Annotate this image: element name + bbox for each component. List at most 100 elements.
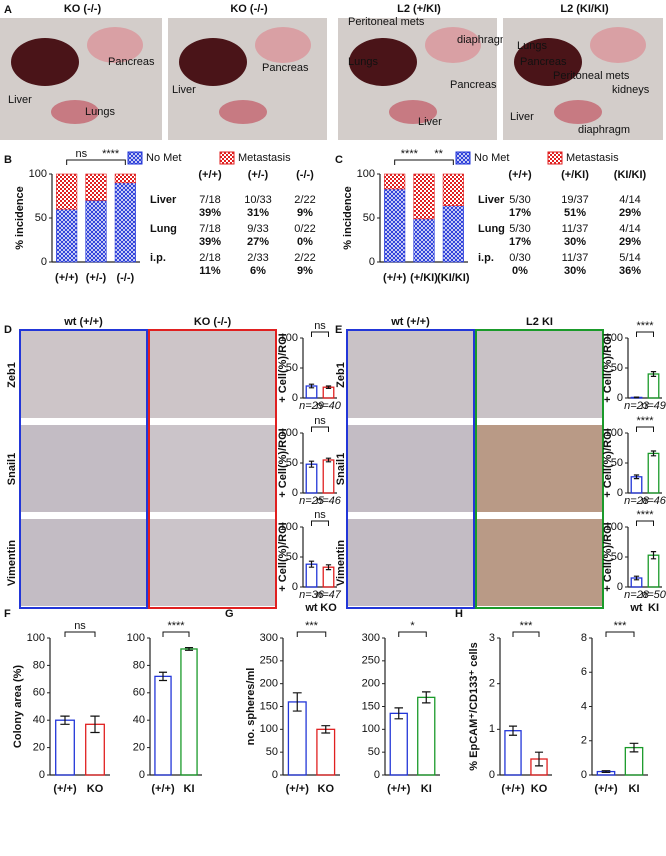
panel-letter: G <box>225 608 234 620</box>
y-tick-label: 200 <box>260 678 278 690</box>
n-label: n=28 <box>624 495 650 507</box>
table-percent: 0% <box>512 265 528 277</box>
error-bar <box>534 751 544 767</box>
n-label: n=36 <box>299 589 325 601</box>
x-tick-label: (+/+) <box>383 272 407 284</box>
y-tick-label: 0 <box>489 769 495 781</box>
photo-label: Pancreas <box>450 79 497 91</box>
photo-label: Pancreas <box>108 56 155 68</box>
table-percent: 11% <box>199 265 221 277</box>
table-percent: 36% <box>619 265 641 277</box>
y-axis-label: + Cell(%)/ROI <box>602 428 614 497</box>
table-fraction: 7/18 <box>199 194 220 206</box>
table-fraction: 10/33 <box>244 194 272 206</box>
y-tick-label: 2 <box>581 735 587 747</box>
x-tick-label: KI <box>184 783 195 795</box>
table-header: (KI/KI) <box>614 169 647 181</box>
legend-swatch <box>547 151 563 165</box>
y-axis-label: + Cell(%)/ROI <box>602 522 614 591</box>
n-label: n=40 <box>316 400 342 412</box>
significance-label: ns <box>314 415 326 427</box>
n-label: n=46 <box>316 495 342 507</box>
panel-letter: A <box>4 4 12 16</box>
n-label: n=47 <box>316 589 342 601</box>
micrograph-row-label: Snail1 <box>6 453 18 485</box>
legend-swatch <box>127 151 143 165</box>
x-tick-label: (+/KI) <box>410 272 438 284</box>
error-bar <box>308 383 315 389</box>
bar-segment <box>114 182 136 263</box>
micrograph-frame <box>475 329 604 609</box>
significance-label: **** <box>401 148 419 160</box>
significance-label: *** <box>614 620 628 632</box>
bar-segment <box>56 173 78 210</box>
significance-label: * <box>410 620 415 632</box>
bar <box>389 712 408 776</box>
micrograph-frame <box>346 329 475 609</box>
organ <box>349 38 417 86</box>
x-tick-label: (+/-) <box>86 272 107 284</box>
table-row-label: Liver <box>150 194 177 206</box>
n-label: n=25 <box>299 495 325 507</box>
table-percent: 17% <box>509 236 531 248</box>
table-fraction: 5/14 <box>619 252 640 264</box>
organ <box>179 38 247 86</box>
bar <box>55 719 75 776</box>
y-tick-label: 8 <box>581 632 587 644</box>
error-bar <box>184 646 194 651</box>
x-tick-label: (KI/KI) <box>437 272 470 284</box>
significance-label: **** <box>636 415 654 427</box>
micrograph-header: wt (+/+) <box>390 316 430 328</box>
bar-segment <box>85 200 107 263</box>
y-tick-label: 0 <box>292 487 298 499</box>
y-tick-label: 1 <box>489 723 495 735</box>
significance-label: ns <box>76 148 88 160</box>
photo-label: Liver <box>510 111 534 123</box>
error-bar <box>325 385 332 389</box>
error-bar <box>508 725 518 736</box>
bar <box>316 728 336 776</box>
significance-bracket <box>311 426 329 432</box>
bar <box>305 463 318 494</box>
y-axis-label: no. spheres/ml <box>245 668 257 746</box>
table-header: (-/-) <box>296 169 314 181</box>
table-percent: 30% <box>564 265 586 277</box>
legend-label: Metastasis <box>566 152 619 164</box>
micrograph <box>150 519 275 606</box>
bar <box>417 696 436 776</box>
y-tick-label: 50 <box>266 746 278 758</box>
y-tick-label: 100 <box>127 632 145 644</box>
y-axis-label: % incidence <box>342 186 354 250</box>
table-row-label: Lung <box>150 223 177 235</box>
micrograph <box>348 425 473 512</box>
table-header: (+/+) <box>508 169 532 181</box>
error-bar <box>321 725 331 734</box>
micrograph <box>21 425 146 512</box>
y-tick-label: 0 <box>272 769 278 781</box>
y-tick-label: 50 <box>611 457 623 469</box>
x-tick-label: (+/+) <box>151 783 175 795</box>
photo-label: Pancreas <box>520 56 567 68</box>
micrograph <box>477 519 602 606</box>
significance-bracket <box>512 631 540 637</box>
n-label: n=23 <box>624 400 650 412</box>
y-tick-label: 300 <box>362 632 380 644</box>
organ <box>219 100 267 124</box>
significance-bracket <box>394 159 454 165</box>
x-tick-label: KI <box>629 783 640 795</box>
organ <box>11 38 79 86</box>
y-tick-label: 4 <box>581 700 587 712</box>
y-tick-label: 150 <box>260 700 278 712</box>
y-tick-label: 100 <box>27 632 45 644</box>
significance-bracket <box>311 331 329 337</box>
organ <box>514 38 582 86</box>
table-header: (+/-) <box>248 169 269 181</box>
photo-label: diaphragm <box>457 34 509 46</box>
table-percent: 27% <box>247 236 269 248</box>
table-percent: 6% <box>250 265 266 277</box>
photo-label: Pancreas <box>262 62 309 74</box>
organ <box>554 100 602 124</box>
x-tick-label: KO <box>320 602 337 614</box>
table-percent: 0% <box>297 236 313 248</box>
photo-title: KO (-/-) <box>230 3 268 15</box>
